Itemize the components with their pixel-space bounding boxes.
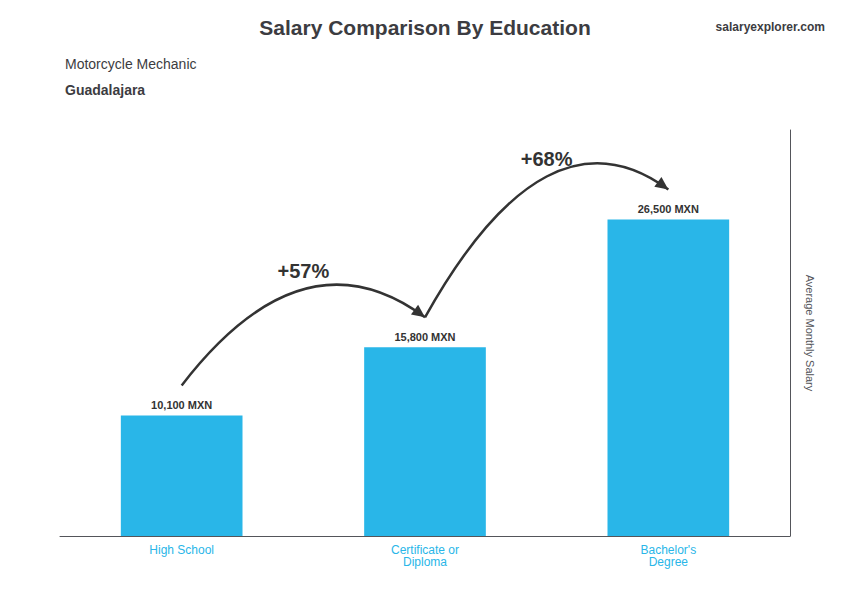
svg-text:Average Monthly Salary: Average Monthly Salary xyxy=(804,275,816,392)
svg-text:Degree: Degree xyxy=(649,555,689,569)
svg-text:High School: High School xyxy=(149,543,214,557)
svg-text:Diploma: Diploma xyxy=(403,555,447,569)
svg-text:10,100 MXN: 10,100 MXN xyxy=(151,399,212,411)
svg-text:Salary Comparison By Education: Salary Comparison By Education xyxy=(259,16,590,39)
svg-text:Motorcycle Mechanic: Motorcycle Mechanic xyxy=(65,56,197,72)
svg-text:Bachelor's: Bachelor's xyxy=(640,543,697,557)
svg-text:26,500 MXN: 26,500 MXN xyxy=(638,203,699,215)
svg-text:Guadalajara: Guadalajara xyxy=(65,82,145,98)
svg-text:15,800 MXN: 15,800 MXN xyxy=(394,331,455,343)
svg-text:+68%: +68% xyxy=(521,148,573,170)
svg-text:salaryexplorer.com: salaryexplorer.com xyxy=(716,20,825,34)
svg-text:+57%: +57% xyxy=(277,260,329,282)
svg-text:Certificate or: Certificate or xyxy=(391,543,459,557)
